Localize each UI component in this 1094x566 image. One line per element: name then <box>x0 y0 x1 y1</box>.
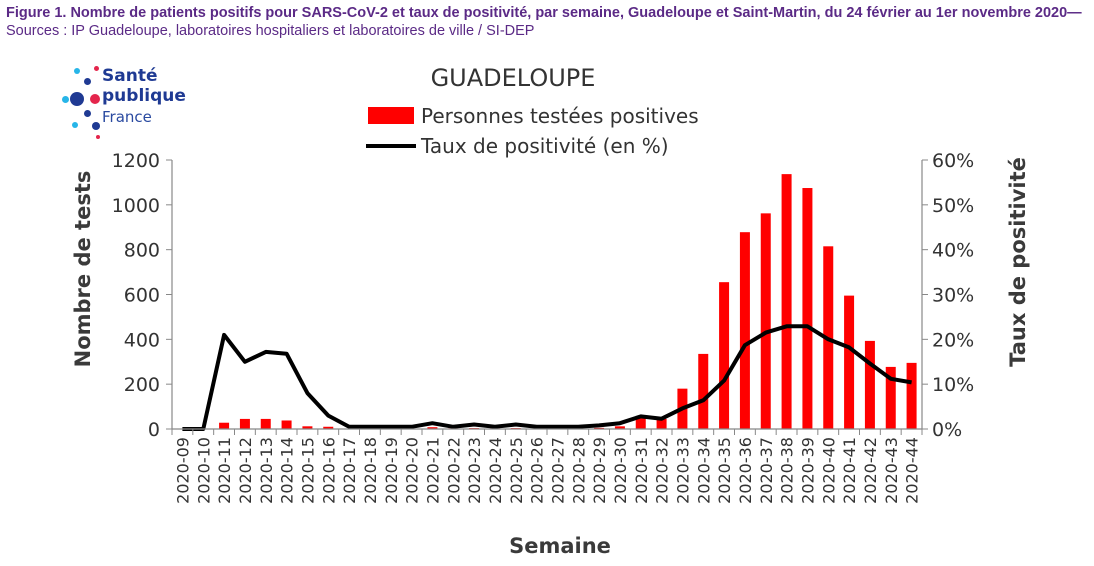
x-tick-label: 2020-30 <box>611 437 630 504</box>
x-tick-label: 2020-23 <box>465 437 484 504</box>
x-tick-label: 2020-34 <box>694 437 713 504</box>
x-tick-label: 2020-10 <box>194 437 213 504</box>
bar <box>719 282 730 429</box>
y2-tick-label: 50% <box>932 195 974 217</box>
x-tick-label: 2020-21 <box>423 437 442 504</box>
y-axis-title: Nombre de tests <box>71 171 95 368</box>
x-tick-label: 2020-20 <box>403 437 422 504</box>
x-tick-label: 2020-11 <box>215 437 234 504</box>
line-series <box>182 324 912 431</box>
y2-tick-label: 10% <box>932 374 974 396</box>
bar <box>281 420 292 429</box>
bar <box>614 426 625 429</box>
y2-tick-label: 20% <box>932 329 974 351</box>
sante-publique-france-logo: Santé publique France <box>60 62 200 142</box>
x-tick-label: 2020-22 <box>444 437 463 504</box>
bar <box>239 418 250 429</box>
caption-title: Figure 1. Nombre de patients positifs po… <box>6 5 1082 21</box>
x-tick-label: 2020-42 <box>861 437 880 504</box>
x-tick-label: 2020-15 <box>298 437 317 504</box>
x-tick-label: 2020-13 <box>257 437 276 504</box>
bar <box>844 295 855 429</box>
x-tick-label: 2020-29 <box>590 437 609 504</box>
y-tick-label: 200 <box>124 374 160 396</box>
x-tick-label: 2020-43 <box>882 437 901 504</box>
x-tick-label: 2020-14 <box>278 437 297 504</box>
x-tick-label: 2020-40 <box>819 437 838 504</box>
x-tick-label: 2020-17 <box>340 437 359 504</box>
y-tick-label: 1200 <box>112 150 160 172</box>
y-tick-label: 400 <box>124 329 160 351</box>
bar <box>427 427 438 429</box>
logo-line-2: publique <box>102 86 186 106</box>
bar <box>739 232 750 429</box>
x-tick-label: 2020-35 <box>715 437 734 504</box>
bar <box>635 417 646 429</box>
caption-sources: Sources : IP Guadeloupe, laboratoires ho… <box>6 23 535 39</box>
y2-tick-label: 0% <box>932 419 962 441</box>
x-tick-label: 2020-36 <box>736 437 755 504</box>
x-tick-label: 2020-16 <box>319 437 338 504</box>
legend-line-label: Taux de positivité (en %) <box>420 134 669 158</box>
bar <box>323 426 334 429</box>
x-tick-label: 2020-32 <box>653 437 672 504</box>
x-tick-label: 2020-37 <box>757 437 776 504</box>
logo-line-3: France <box>102 108 152 126</box>
x-tick-label: 2020-24 <box>486 437 505 504</box>
bars-series <box>219 174 917 429</box>
y-axis-right: 0% 10% 20% 30% 40% 50% 60% <box>921 150 974 441</box>
y-tick-label: 600 <box>124 285 160 307</box>
x-tick-label: 2020-12 <box>236 437 255 504</box>
bar <box>656 418 667 429</box>
legend-bar-label: Personnes testées positives <box>421 104 699 128</box>
bar <box>698 353 709 429</box>
x-tick-label: 2020-44 <box>903 437 922 504</box>
y2-tick-label: 40% <box>932 240 974 262</box>
bar <box>781 174 792 429</box>
bar <box>885 366 896 429</box>
bar <box>219 422 230 429</box>
x-tick-label: 2020-27 <box>548 437 567 504</box>
positivity-line <box>182 324 912 431</box>
x-tick-label: 2020-33 <box>673 437 692 504</box>
y2-tick-label: 60% <box>932 150 974 172</box>
bar <box>302 426 313 429</box>
figure-caption: Figure 1. Nombre de patients positifs po… <box>6 4 1086 40</box>
x-tick-label: 2020-38 <box>778 437 797 504</box>
y2-axis-title: Taux de positivité <box>1006 157 1030 367</box>
x-axis: 2020-09 2020-10 2020-11 2020-12 2020-13 2020-… <box>171 428 923 504</box>
x-axis-title: Semaine <box>509 534 611 558</box>
bar <box>802 188 813 429</box>
x-tick-label: 2020-19 <box>382 437 401 504</box>
bar <box>864 340 875 429</box>
chart-title: GUADELOUPE <box>431 64 596 92</box>
y-axis-left: 0 200 400 600 800 1000 1200 <box>112 150 173 441</box>
x-tick-label: 2020-41 <box>840 437 859 504</box>
bar <box>760 213 771 429</box>
y-tick-label: 0 <box>148 419 160 441</box>
x-tick-label: 2020-28 <box>569 437 588 504</box>
x-tick-label: 2020-25 <box>507 437 526 504</box>
x-tick-label: 2020-31 <box>632 437 651 504</box>
y-tick-label: 1000 <box>112 195 160 217</box>
logo-line-1: Santé <box>102 66 158 86</box>
bar <box>906 362 917 429</box>
x-tick-label: 2020-26 <box>528 437 547 504</box>
y2-tick-label: 30% <box>932 285 974 307</box>
x-tick-label: 2020-09 <box>173 437 192 504</box>
x-tick-label: 2020-18 <box>361 437 380 504</box>
legend-bar-swatch <box>368 107 414 124</box>
bar <box>260 418 271 429</box>
x-tick-label: 2020-39 <box>798 437 817 504</box>
y-tick-label: 800 <box>124 240 160 262</box>
